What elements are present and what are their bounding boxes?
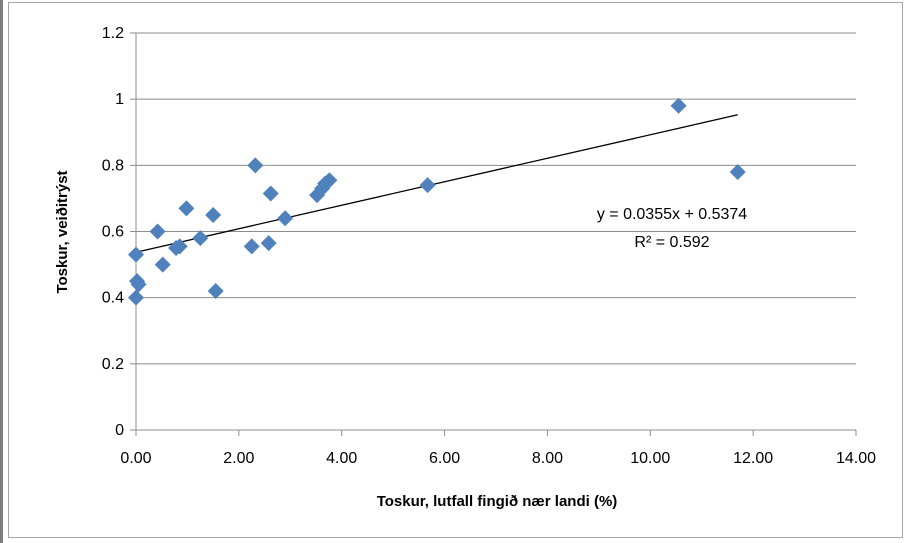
data-point [178,200,195,217]
data-point [128,289,144,306]
data-point [149,223,166,240]
y-tick-label: 0.6 [102,224,124,241]
data-point [260,235,277,252]
x-tick-label: 2.00 [223,450,254,467]
x-tick-label: 0.00 [120,450,151,467]
y-tick-label: 1 [115,91,124,108]
y-tick-label: 0 [115,422,124,439]
trendline [135,114,738,253]
data-point [128,246,144,263]
x-tick-label: 4.00 [326,450,357,467]
data-point [207,283,224,300]
data-point [154,256,171,273]
trendline-equation: y = 0.0355x + 0.5374 [597,206,747,223]
data-point [192,230,209,247]
x-tick-labels: 0.00 2.00 4.00 6.00 8.00 10.00 12.00 14.00 [120,450,876,467]
data-point [130,276,147,293]
x-tick-label: 14.00 [836,450,876,467]
gridlines [136,32,856,365]
data-points [128,97,746,306]
data-point [243,238,260,255]
data-point [419,177,436,194]
data-point [277,210,294,227]
data-point [670,97,687,114]
data-point [171,238,188,255]
x-tick-label: 8.00 [532,450,563,467]
data-point [205,206,222,223]
x-tick-label: 12.00 [733,450,773,467]
y-tick-label: 1.2 [102,25,124,42]
left-edge-bar [0,0,3,543]
x-axis-title: Toskur, lutfall fingið nær landi (%) [377,493,618,510]
x-tick-label: 6.00 [429,450,460,467]
y-tick-label: 0.4 [102,290,124,307]
data-point [262,185,279,202]
data-point [247,157,264,174]
y-tick-labels: 0 0.2 0.4 0.6 0.8 1 1.2 [102,25,124,439]
y-axis-title: Toskur, veiðitrýst [54,170,71,293]
y-tick-label: 0.8 [102,157,124,174]
chart-frame [8,2,903,538]
data-point [729,163,746,180]
trendline-group [135,114,738,253]
data-point [321,172,338,189]
axes [130,32,857,436]
trendline-r2: R² = 0.592 [634,234,709,251]
y-tick-label: 0.2 [102,356,124,373]
x-tick-label: 10.00 [630,450,670,467]
